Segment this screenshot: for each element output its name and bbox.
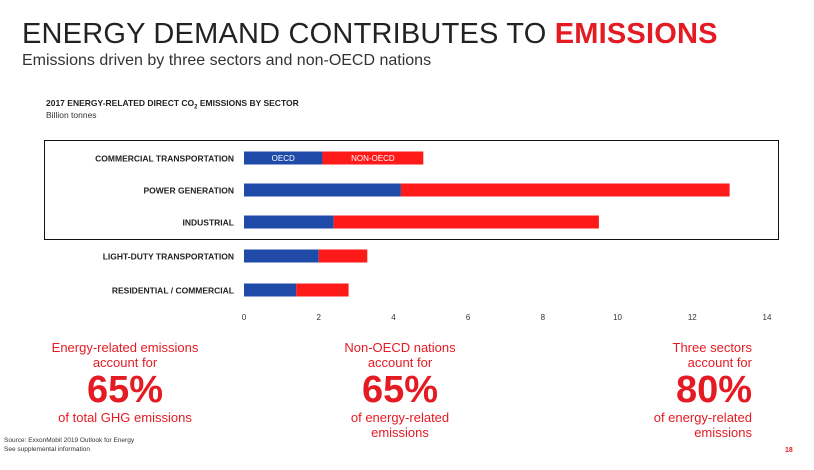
x-tick-label: 6: [466, 313, 471, 322]
category-label: INDUSTRIAL: [183, 218, 234, 228]
bar-non-oecd: [400, 183, 730, 197]
bar-oecd: [244, 215, 334, 229]
bar-oecd: [244, 283, 297, 297]
x-tick-label: 8: [541, 313, 546, 322]
category-label: COMMERCIAL TRANSPORTATION: [95, 154, 234, 164]
x-tick-label: 12: [688, 313, 697, 322]
stat-callout-three-sectors: Three sectors account for 80% of energy-…: [562, 340, 752, 440]
source-line: Source: ExxonMobil 2019 Outlook for Ener…: [4, 437, 135, 444]
stat-line: account for: [367, 355, 433, 370]
chart-title-suffix: EMISSIONS BY SECTOR: [197, 98, 299, 108]
bar-oecd: [244, 151, 323, 165]
x-tick-label: 4: [391, 313, 396, 322]
stat-line: Three sectors: [672, 340, 752, 355]
category-label: RESIDENTIAL / COMMERCIAL: [112, 286, 234, 296]
page-subtitle: Emissions driven by three sectors and no…: [22, 52, 432, 69]
x-tick-label: 0: [242, 313, 247, 322]
stat-line: of total GHG emissions: [58, 410, 192, 425]
series-inline-label: OECD: [272, 154, 295, 163]
bar-oecd: [244, 183, 401, 197]
category-label: POWER GENERATION: [143, 186, 234, 196]
stat-line: account for: [687, 355, 752, 370]
title-accent: EMISSIONS: [554, 18, 718, 50]
x-tick-label: 10: [613, 313, 622, 322]
bar-non-oecd: [333, 215, 599, 229]
highlight-box: [44, 140, 779, 240]
stat-line: of energy-related: [350, 410, 450, 425]
x-tick-label: 2: [316, 313, 321, 322]
chart-title: 2017 ENERGY-RELATED DIRECT CO2 EMISSIONS…: [46, 98, 299, 111]
x-tick-label: 14: [763, 313, 772, 322]
stat-callout-ghg: Energy-related emissions account for 65%…: [30, 340, 220, 425]
bar-non-oecd: [296, 283, 349, 297]
stat-line: Non-OECD nations: [344, 340, 456, 355]
chart-title-subscript: 2: [194, 104, 198, 111]
bar-non-oecd: [322, 151, 424, 165]
bar-non-oecd: [318, 249, 368, 263]
chart-title-prefix: 2017 ENERGY-RELATED DIRECT CO: [46, 98, 195, 108]
stat-value: 65%: [361, 369, 439, 411]
stat-value: 65%: [86, 369, 164, 411]
source-note: Source: ExxonMobil 2019 Outlook for Ener…: [4, 437, 134, 454]
source-line: See supplemental information: [4, 445, 90, 453]
stat-line: account for: [92, 355, 158, 370]
stat-callout-non-oecd: Non-OECD nations account for 65% of ener…: [305, 340, 495, 440]
stat-line: emissions: [694, 425, 752, 440]
page-number: 18: [785, 447, 793, 454]
page-title: ENERGY DEMAND CONTRIBUTES TO EMISSIONS: [22, 18, 718, 51]
series-inline-label: NON-OECD: [351, 154, 395, 163]
stat-line: of energy-related: [653, 410, 752, 425]
stat-line: emissions: [371, 425, 429, 440]
bar-oecd: [244, 249, 319, 263]
chart-unit: Billion tonnes: [46, 110, 97, 120]
stat-line: Energy-related emissions: [51, 340, 199, 355]
category-label: LIGHT-DUTY TRANSPORTATION: [103, 252, 234, 262]
stat-value: 80%: [675, 369, 752, 411]
title-main: ENERGY DEMAND CONTRIBUTES TO: [22, 18, 555, 50]
